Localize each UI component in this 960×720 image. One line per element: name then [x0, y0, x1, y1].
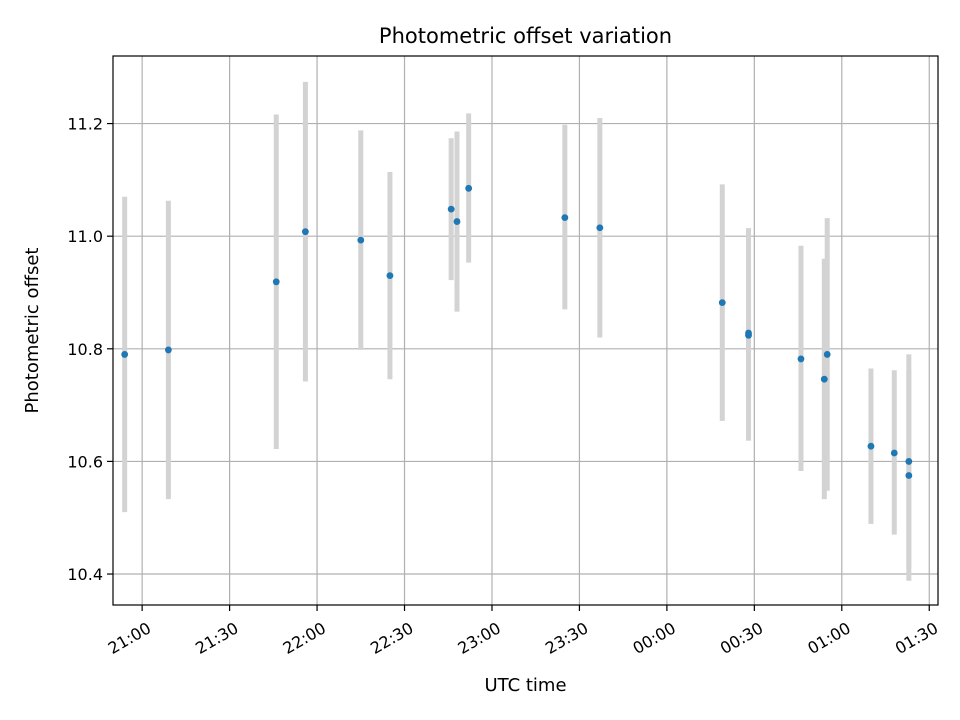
data-point	[121, 351, 129, 358]
data-point	[447, 205, 455, 213]
y-tick-label: 10.8	[67, 340, 103, 359]
data-point	[561, 214, 569, 222]
chart-title: Photometric offset variation	[379, 24, 672, 48]
data-point	[905, 472, 913, 479]
data-point	[357, 236, 365, 244]
x-tick-label: 23:00	[455, 618, 504, 658]
y-tick-label: 10.6	[67, 452, 103, 471]
y-tick-label: 10.4	[67, 565, 103, 584]
x-axis: 21:00 21:30 22:00 22:30 23:00 23:30 00:00 00:30…	[105, 605, 941, 658]
data-point	[596, 224, 604, 232]
x-axis-title: UTC time	[484, 675, 566, 696]
data-points	[121, 184, 913, 479]
x-tick-label: 00:30	[717, 618, 766, 658]
data-point	[867, 442, 875, 450]
data-point	[164, 346, 172, 354]
data-point	[797, 355, 805, 363]
data-point	[890, 449, 898, 457]
data-point	[272, 278, 280, 286]
data-point	[386, 272, 394, 279]
data-point	[823, 351, 831, 358]
data-point	[745, 329, 752, 337]
y-axis-title: Photometric offset	[22, 248, 43, 414]
errorbars	[122, 81, 912, 581]
plot-frame	[112, 55, 939, 606]
x-tick-label: 22:00	[280, 618, 329, 658]
x-tick-label: 01:00	[804, 618, 853, 658]
y-tick-label: 11.0	[67, 227, 103, 246]
y-tick-label: 11.2	[67, 115, 103, 134]
data-point	[718, 299, 726, 307]
x-tick-label: 21:30	[192, 618, 241, 658]
y-axis: 10.4 10.6 10.8 11.0 11.2	[67, 115, 113, 584]
x-tick-label: 23:30	[542, 618, 591, 658]
x-tick-label: 22:30	[367, 618, 416, 658]
grid	[113, 56, 938, 605]
x-tick-label: 01:30	[892, 618, 941, 658]
data-point	[465, 184, 473, 192]
x-tick-label: 00:00	[629, 618, 678, 658]
x-tick-label: 21:00	[105, 618, 154, 658]
data-point	[820, 375, 828, 383]
data-point	[905, 458, 913, 465]
data-point	[453, 218, 461, 225]
data-point	[302, 228, 309, 236]
